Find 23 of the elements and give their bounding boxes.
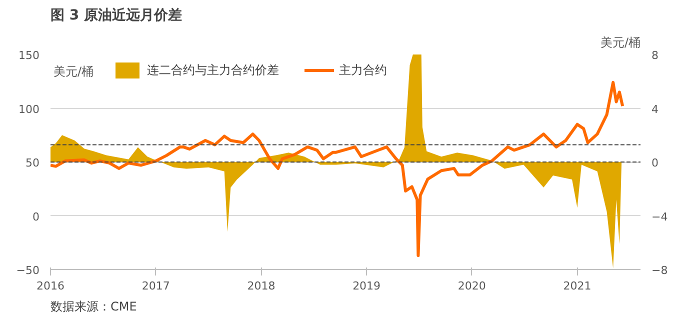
x-tick-label: 2021 bbox=[563, 280, 592, 292]
legend-label: 连二合约与主力合约价差 bbox=[147, 62, 279, 78]
x-tick-label: 2016 bbox=[36, 280, 65, 292]
y2-tick-label: 0 bbox=[652, 156, 658, 170]
y2-tick-label: −4 bbox=[652, 210, 668, 224]
y-tick-label: −50 bbox=[16, 264, 40, 277]
y2-axis-title: 美元/桶 bbox=[600, 36, 641, 50]
chart-title: 图 3 原油近远月价差 bbox=[50, 6, 182, 24]
y-tick-label: 0 bbox=[32, 210, 40, 224]
x-tick-label: 2018 bbox=[247, 280, 276, 292]
source-note: 数据来源：CME bbox=[50, 300, 137, 314]
y2-tick-label: −8 bbox=[652, 264, 668, 277]
y-axis-title: 美元/桶 bbox=[54, 64, 94, 78]
line-series bbox=[50, 80, 624, 258]
y-tick-label: 100 bbox=[18, 102, 40, 116]
y2-tick-label: 4 bbox=[652, 102, 658, 116]
x-tick-label: 2017 bbox=[142, 280, 170, 292]
x-tick-label: 2020 bbox=[458, 280, 486, 292]
y-tick-label: 150 bbox=[18, 49, 40, 62]
x-tick-label: 2019 bbox=[352, 280, 381, 292]
y-tick-label: 50 bbox=[26, 156, 40, 170]
legend-label: 主力合约 bbox=[339, 62, 387, 78]
y2-tick-label: 8 bbox=[652, 49, 658, 62]
